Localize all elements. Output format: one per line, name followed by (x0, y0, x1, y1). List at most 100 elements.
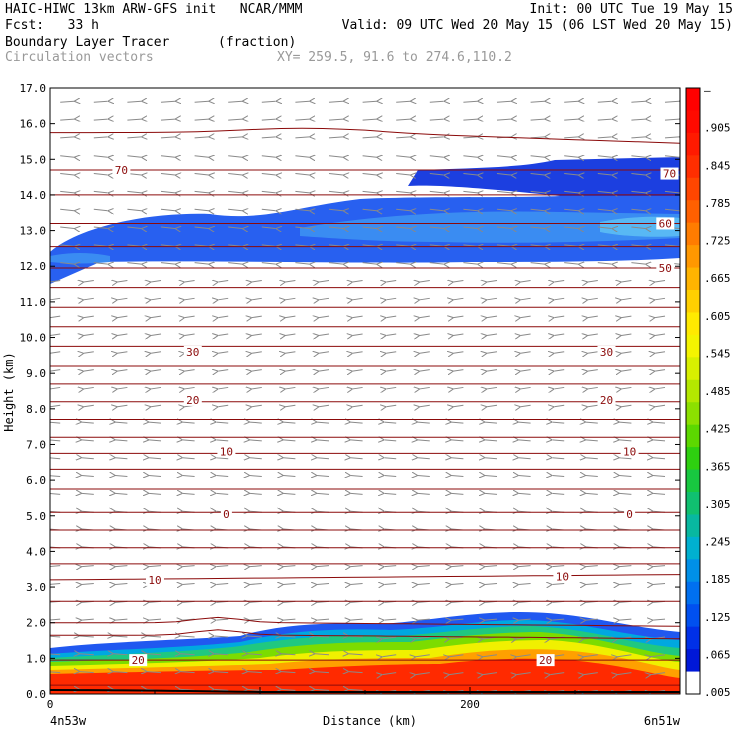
contour-label-bg (146, 573, 164, 586)
wind-vector (93, 191, 108, 193)
colorbar-swatch (686, 88, 700, 111)
wind-vector (285, 352, 296, 354)
wind-vector (228, 263, 242, 265)
wind-vector (50, 405, 61, 407)
wind-vector (127, 245, 141, 247)
wind-vector (228, 191, 242, 193)
wind-vector (218, 370, 229, 372)
wind-vector (429, 119, 444, 120)
contour-label: 10 (556, 570, 569, 583)
contour-label: 70 (115, 164, 128, 177)
wind-vector (487, 334, 498, 336)
contour-labels: 70 70 60 50 30 30 20 20 10 10 0 0 10 10 20 20 (112, 163, 679, 667)
wind-vector (60, 191, 74, 193)
x-tick-label: 0 (47, 698, 54, 711)
wind-vector (564, 119, 578, 120)
contour-label: 10 (220, 446, 233, 459)
contour-label-bg (656, 217, 675, 230)
wind-vector (664, 137, 679, 138)
colorbar-swatch (686, 132, 700, 156)
wind-vector (115, 458, 128, 459)
wind-vector (552, 458, 565, 459)
wind-vector (418, 493, 430, 494)
wind-vector (183, 583, 195, 584)
colorbar-swatch (686, 402, 700, 426)
wind-vector (362, 245, 377, 247)
wind-vector (160, 191, 175, 193)
wind-vector (564, 245, 578, 247)
wind-vector (386, 405, 397, 407)
wind-vector (597, 191, 612, 193)
wind-vector (295, 227, 309, 229)
y-tick-label: 15.0 (20, 153, 47, 166)
wind-vector (281, 672, 296, 673)
wind-vector (117, 370, 128, 372)
wind-vector (194, 263, 209, 265)
wind-vector (351, 422, 363, 423)
wind-vector (396, 209, 410, 211)
wind-vector (82, 619, 94, 620)
wind-vector (362, 263, 377, 265)
wind-vector (82, 458, 94, 459)
wind-vector (250, 493, 262, 494)
wind-vector (50, 671, 61, 674)
wind-vector (597, 209, 612, 211)
wind-vector (228, 245, 242, 247)
wind-vector (521, 387, 531, 389)
wind-vector (216, 422, 229, 423)
wind-vector (117, 352, 128, 354)
wind-vector (588, 334, 598, 336)
wind-vector (353, 387, 363, 389)
wind-vector (285, 387, 296, 389)
wind-vector (530, 119, 545, 120)
wind-vector (328, 245, 343, 247)
wind-vector (564, 174, 578, 176)
wind-vector (353, 370, 363, 372)
colorbar-swatch (686, 245, 700, 269)
wind-vector (82, 440, 94, 441)
wind-vector (463, 156, 477, 158)
wind-vector (295, 191, 309, 193)
wind-vector (117, 387, 128, 389)
wind-vector (621, 352, 632, 354)
wind-vector (250, 566, 262, 567)
wind-vector (82, 476, 94, 477)
wind-vector (664, 209, 679, 211)
wind-vector (113, 654, 128, 655)
wind-vector (285, 405, 296, 407)
wind-vector (261, 119, 276, 120)
colorbar: – .905 .845 .785 .725 .665 .605 .545 .485 .425 .36… (685, 84, 731, 699)
wind-vector (418, 619, 430, 620)
wind-vector (317, 476, 330, 477)
wind-vector (285, 280, 296, 282)
wind-vector (530, 137, 545, 138)
wind-vector (530, 174, 545, 176)
wind-vector (194, 227, 209, 229)
wind-vector (463, 137, 477, 138)
colorbar-swatch (686, 447, 700, 471)
wind-vector (485, 458, 498, 459)
wind-vector (382, 673, 397, 675)
wind-vector (84, 316, 94, 318)
wind-vector (115, 583, 128, 584)
wind-vector (248, 654, 262, 655)
wind-vector (50, 352, 61, 354)
wind-vector (519, 440, 531, 441)
colorbar-label: .785 (704, 197, 731, 210)
wind-vector (521, 405, 531, 407)
wind-vector (50, 635, 61, 638)
wind-vector (619, 493, 632, 494)
wind-vector (317, 583, 330, 584)
wind-vector (586, 566, 598, 567)
wind-vector (521, 298, 531, 300)
wind-vector (664, 245, 679, 247)
wind-vector (418, 566, 430, 567)
wind-vector (588, 352, 598, 354)
wind-vector (115, 619, 128, 620)
wind-vector (93, 174, 108, 176)
wind-vector (149, 493, 162, 494)
wind-vector (351, 619, 363, 620)
wind-vector (117, 316, 128, 318)
wind-vector (386, 316, 397, 318)
